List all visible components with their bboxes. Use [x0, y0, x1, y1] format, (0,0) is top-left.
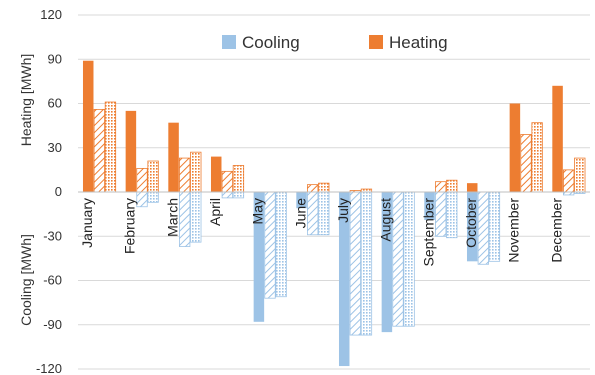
y-tick-label: 90 — [48, 51, 62, 66]
bar-cooling-solid-september — [424, 192, 435, 221]
bar-cooling-hatched-july — [349, 191, 361, 336]
bar-heating-hatched-february — [136, 167, 148, 193]
bar-cooling-solid-june — [296, 192, 307, 209]
month-label-june: June — [292, 198, 308, 229]
bar-heating-solid-march — [168, 122, 179, 192]
bar-heating-hatched-june — [307, 184, 319, 193]
month-label-april: April — [207, 198, 223, 226]
bar-heating-solid-february — [125, 110, 137, 192]
bar-heating-dotted-june — [318, 182, 330, 193]
bar-heating-dotted-april — [232, 165, 245, 193]
bar-cooling-solid-may — [253, 192, 265, 322]
bar-heating-dotted-september — [446, 179, 458, 193]
bar-heating-hatched-january — [93, 109, 105, 193]
bar-cooling-dotted-june — [318, 191, 330, 236]
month-label-august: August — [378, 198, 394, 242]
bar-cooling-dotted-august — [403, 191, 415, 327]
month-label-september: September — [420, 198, 436, 267]
y-tick-label: 0 — [55, 184, 62, 199]
bar-cooling-dotted-october — [488, 191, 501, 262]
bar-cooling-solid-august — [381, 192, 393, 333]
y-tick-label: -120 — [36, 361, 62, 375]
bar-cooling-dotted-september — [446, 191, 458, 239]
bar-cooling-dotted-april — [232, 191, 245, 199]
y-tick-label: 30 — [48, 140, 62, 155]
y-tick-label: -60 — [43, 273, 62, 288]
bar-cooling-dotted-march — [190, 191, 202, 243]
y-tick-label: -30 — [43, 228, 62, 243]
bar-cooling-hatched-october — [477, 191, 489, 265]
y-tick-label: 60 — [48, 96, 62, 111]
y-tick-labels: 120 90 60 30 0 -30 -60 -90 -120 — [36, 7, 62, 375]
bar-heating-solid-october — [466, 183, 478, 192]
bar-heating-solid-january — [82, 60, 94, 192]
gridlines — [78, 14, 590, 370]
bar-cooling-solid-october — [466, 192, 478, 262]
legend: Cooling Heating — [222, 33, 448, 52]
legend-swatch-heating — [369, 35, 383, 49]
bar-cooling-solid-july — [338, 192, 350, 367]
month-label-february: February — [122, 198, 138, 254]
bar-cooling-dotted-may — [275, 191, 287, 298]
bars — [82, 60, 586, 367]
bar-heating-hatched-november — [520, 134, 532, 193]
bar-heating-dotted-january — [104, 101, 117, 193]
y-tick-label: 120 — [40, 7, 62, 22]
bar-heating-dotted-november — [531, 122, 543, 193]
bar-heating-dotted-march — [190, 151, 202, 193]
bar-cooling-hatched-march — [179, 191, 191, 247]
bar-heating-dotted-december — [574, 157, 586, 193]
bar-cooling-hatched-may — [264, 191, 276, 299]
legend-swatch-cooling — [222, 35, 236, 49]
bar-heating-solid-april — [210, 156, 222, 192]
bar-cooling-hatched-august — [392, 191, 404, 327]
bar-heating-hatched-april — [221, 170, 233, 193]
month-label-may: May — [250, 198, 266, 224]
legend-label-heating: Heating — [389, 33, 448, 52]
bar-cooling-hatched-february — [136, 191, 148, 208]
bar-heating-hatched-march — [179, 157, 191, 193]
bar-heating-hatched-december — [563, 169, 575, 193]
bar-heating-dotted-february — [147, 160, 159, 193]
month-label-january: January — [79, 198, 95, 248]
bar-cooling-hatched-april — [221, 191, 233, 199]
legend-label-cooling: Cooling — [242, 33, 300, 52]
month-label-march: March — [164, 198, 180, 237]
bar-heating-solid-december — [552, 85, 563, 192]
month-label-december: December — [548, 198, 564, 263]
y-axis-title-cooling: Cooling [MWh] — [18, 234, 34, 326]
month-labels: January February March April May June July Augu… — [79, 198, 564, 267]
bar-cooling-dotted-february — [147, 191, 159, 203]
bar-heating-solid-november — [509, 103, 521, 192]
y-tick-label: -90 — [43, 317, 62, 332]
month-label-october: October — [463, 198, 479, 248]
bar-heating-hatched-september — [435, 181, 447, 193]
bar-cooling-hatched-june — [307, 191, 319, 236]
month-label-july: July — [335, 198, 351, 223]
bar-cooling-dotted-july — [360, 191, 373, 336]
y-axis-title-heating: Heating [MWh] — [18, 54, 34, 147]
bar-cooling-hatched-september — [435, 191, 447, 237]
month-label-november: November — [506, 198, 522, 263]
